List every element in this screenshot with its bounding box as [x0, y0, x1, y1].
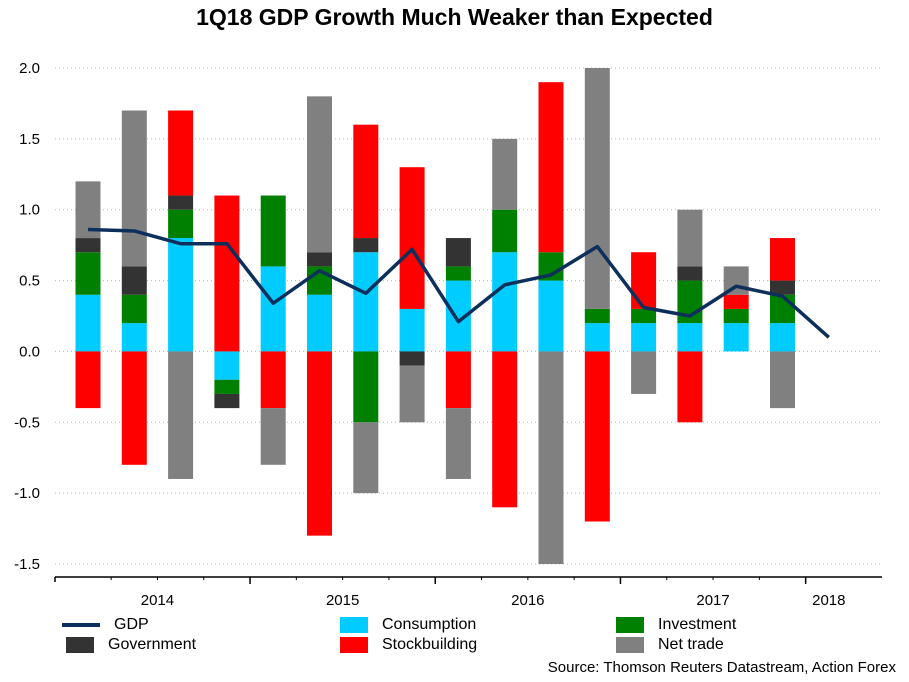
bar-stockbuilding-3q17: [723, 294, 749, 309]
bar-investment-3q17: [723, 308, 749, 324]
bar-stockbuilding-1q16: [445, 351, 471, 409]
x-tick-label: 2017: [696, 592, 729, 609]
x-tick-label: 2016: [511, 592, 544, 609]
bar-government-1q14: [75, 238, 101, 253]
bar-stockbuilding-2q17: [677, 351, 703, 423]
bar-government-1q16: [445, 238, 471, 267]
bar-consumption-4q15: [399, 308, 425, 352]
bar-consumption-1q15: [260, 266, 286, 352]
bar-net-trade-2q15: [307, 96, 332, 253]
bar-net-trade-2q17: [677, 209, 703, 267]
bar-investment-1q17: [631, 308, 657, 324]
y-tick-label: 0.5: [19, 273, 40, 290]
bar-government-2q14: [121, 266, 147, 295]
bar-stockbuilding-2q14: [121, 351, 147, 465]
bar-investment-1q14: [75, 252, 101, 295]
bar-government-4q14: [214, 393, 240, 409]
bar-stockbuilding-1q14: [75, 351, 101, 409]
bar-government-2q17: [677, 266, 703, 281]
bar-consumption-1q17: [631, 323, 657, 352]
bar-net-trade-3q14: [168, 351, 194, 479]
bar-consumption-2q17: [677, 323, 703, 352]
bar-stockbuilding-3q14: [168, 110, 194, 196]
bar-net-trade-1q15: [260, 408, 286, 465]
bar-consumption-3q15: [353, 252, 379, 352]
bar-investment-1q16: [445, 266, 471, 281]
y-tick-label: -1.5: [14, 556, 40, 573]
bar-consumption-3q17: [723, 323, 749, 352]
bar-consumption-1q14: [75, 294, 101, 352]
bar-consumption-3q16: [538, 280, 564, 352]
bar-investment-1q15: [260, 195, 286, 267]
y-tick-label: -0.5: [14, 414, 40, 431]
bar-consumption-4q14: [214, 351, 240, 380]
bar-government-3q15: [353, 238, 379, 253]
bar-government-2q15: [307, 252, 332, 267]
bar-government-3q14: [168, 195, 194, 210]
bar-stockbuilding-4q14: [214, 195, 240, 352]
bar-net-trade-4q16: [584, 68, 610, 309]
bar-investment-3q14: [168, 209, 194, 239]
bar-investment-2q14: [121, 294, 147, 324]
y-tick-label: 1.5: [19, 131, 40, 148]
chart-title: 1Q18 GDP Growth Much Weaker than Expecte…: [196, 4, 713, 30]
bar-net-trade-1q17: [631, 351, 657, 394]
x-tick-label: 2018: [812, 592, 845, 609]
bar-net-trade-4q17: [770, 351, 795, 409]
x-tick-label: 2015: [326, 592, 359, 609]
bar-consumption-2q14: [121, 323, 147, 352]
bar-stockbuilding-4q16: [584, 351, 610, 522]
bar-stockbuilding-2q16: [492, 351, 518, 508]
bar-consumption-2q15: [307, 294, 332, 352]
bar-government-4q17: [770, 280, 795, 295]
bar-investment-4q16: [584, 308, 610, 324]
bar-net-trade-2q14: [121, 110, 147, 267]
y-tick-label: -1.0: [14, 485, 40, 502]
bar-investment-2q16: [492, 209, 518, 253]
bar-stockbuilding-3q16: [538, 82, 564, 253]
bar-consumption-3q14: [168, 238, 194, 352]
source-note: Source: Thomson Reuters Datastream, Acti…: [547, 659, 896, 676]
bar-stockbuilding-4q17: [770, 238, 795, 281]
x-tick-label: 2014: [141, 592, 174, 609]
bar-stockbuilding-2q15: [307, 351, 332, 536]
bar-net-trade-3q15: [353, 422, 379, 494]
bar-government-4q15: [399, 351, 425, 366]
bar-consumption-2q16: [492, 252, 518, 352]
bar-investment-4q17: [770, 294, 795, 324]
y-tick-label: 0.0: [19, 343, 40, 360]
bar-stockbuilding-3q15: [353, 124, 379, 239]
bar-net-trade-2q16: [492, 138, 518, 210]
bar-net-trade-1q16: [445, 408, 471, 479]
bar-consumption-4q17: [770, 323, 795, 352]
bar-net-trade-4q15: [399, 365, 425, 423]
bar-investment-3q15: [353, 351, 379, 423]
bar-investment-4q14: [214, 379, 240, 394]
bar-stockbuilding-4q15: [399, 167, 425, 309]
bar-stockbuilding-1q15: [260, 351, 286, 409]
y-tick-label: 2.0: [19, 60, 40, 77]
gdp-line: [87, 227, 830, 339]
y-tick-label: 1.0: [19, 202, 40, 219]
bar-consumption-4q16: [584, 323, 610, 352]
bar-net-trade-3q16: [538, 351, 564, 564]
bar-stockbuilding-1q17: [631, 252, 657, 309]
